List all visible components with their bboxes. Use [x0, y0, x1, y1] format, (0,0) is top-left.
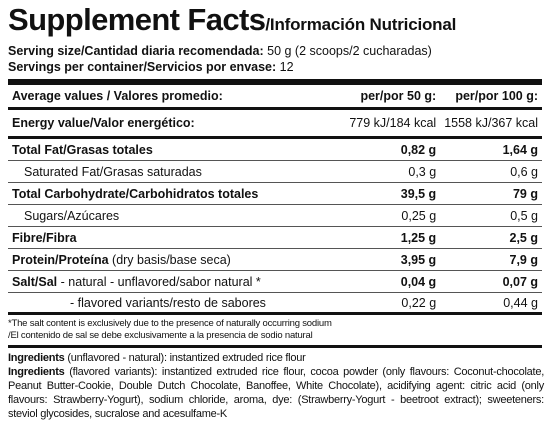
- value: 0,44 g: [440, 292, 542, 315]
- value: 0,6 g: [440, 160, 542, 183]
- nutrient: Fibre/Fibra: [8, 226, 317, 249]
- value: 0,3 g: [316, 160, 441, 183]
- note: - natural - unflavored/sabor natural *: [60, 274, 261, 289]
- ingredients: Ingredients (unflavored - natural): inst…: [8, 348, 544, 421]
- nutrient-cell: Protein/Proteína (dry basis/base seca): [8, 248, 317, 271]
- footnote: /El contenido de sal se debe exclusivame…: [8, 330, 313, 341]
- value: 779 kJ/184 kcal: [316, 108, 441, 139]
- ingredients-paragraph: Ingredients (unflavored - natural): inst…: [8, 351, 544, 365]
- title-line: Supplement Facts/Información Nutricional: [8, 2, 542, 43]
- heavy-rule: [8, 79, 542, 85]
- text: (unflavored - natural): instantized extr…: [67, 352, 306, 364]
- note: (dry basis/base seca): [112, 252, 231, 267]
- footnote: *The salt content is exclusively due to …: [8, 318, 332, 329]
- row: - flavored variants/resto de sabores 0,22…: [8, 292, 542, 315]
- subtitle: /Información Nutricional: [265, 15, 457, 34]
- row: Protein/Proteína (dry basis/base seca) 3,…: [8, 248, 542, 271]
- value: 3,95 g: [316, 248, 441, 271]
- row: Salt/Sal - natural - unflavored/sabor na…: [8, 270, 542, 293]
- nutrient-cell: Salt/Sal - natural - unflavored/sabor na…: [8, 270, 317, 293]
- value: 50 g (2 scoops/2 cucharadas): [267, 44, 432, 58]
- value: 0,22 g: [316, 292, 441, 315]
- rule: [8, 345, 542, 348]
- nutrient: Energy value/Valor energético:: [8, 108, 317, 139]
- value: 0,25 g: [316, 204, 441, 227]
- label: Ingredients: [8, 366, 65, 378]
- serving-size: Serving size/Cantidad diaria recomendada…: [8, 43, 542, 59]
- value: 7,9 g: [440, 248, 542, 271]
- label: Servings per container/Servicios por env…: [8, 60, 277, 74]
- column-header: Average values / Valores promedio:: [8, 85, 317, 110]
- column-header: per/por 100 g:: [440, 85, 542, 110]
- label: Serving size/Cantidad diaria recomendada…: [8, 44, 264, 58]
- row: Sugars/Azúcares 0,25 g 0,5 g: [8, 204, 542, 227]
- value: 0,5 g: [440, 204, 542, 227]
- value: 0,04 g: [316, 270, 441, 293]
- row: Saturated Fat/Grasas saturadas 0,3 g 0,6 g: [8, 160, 542, 183]
- nutrient: Protein/Proteína: [12, 252, 109, 267]
- value: 1,25 g: [316, 226, 441, 249]
- row: Fibre/Fibra 1,25 g 2,5 g: [8, 226, 542, 249]
- footnotes: *The salt content is exclusively due to …: [8, 315, 542, 345]
- nutrient: Total Carbohydrate/Carbohidratos totales: [8, 182, 317, 205]
- value: 12: [279, 60, 294, 74]
- row: Total Carbohydrate/Carbohidratos totales…: [8, 182, 542, 205]
- nutrition-table: Average values / Valores promedio: per/p…: [8, 85, 542, 315]
- column-header: per/por 50 g:: [316, 85, 441, 110]
- nutrient: Saturated Fat/Grasas saturadas: [8, 160, 317, 183]
- text: (flavored variants): instantized extrude…: [8, 366, 545, 420]
- value: 0,82 g: [316, 137, 441, 161]
- nutrient: - flavored variants/resto de sabores: [8, 292, 317, 315]
- energy-row: Energy value/Valor energético: 779 kJ/18…: [8, 108, 542, 139]
- label: Ingredients: [8, 352, 65, 364]
- row: Total Fat/Grasas totales 0,82 g 1,64 g: [8, 137, 542, 161]
- ingredients-paragraph: Ingredients (flavored variants): instant…: [8, 365, 544, 421]
- value: 2,5 g: [440, 226, 542, 249]
- header-row: Average values / Valores promedio: per/p…: [8, 85, 542, 110]
- value: 1558 kJ/367 kcal: [440, 108, 542, 139]
- title: Supplement Facts: [8, 2, 266, 37]
- nutrient: Total Fat/Grasas totales: [8, 137, 317, 161]
- value: 0,07 g: [440, 270, 542, 293]
- value: 39,5 g: [316, 182, 441, 205]
- value: 79 g: [440, 182, 542, 205]
- nutrient: Sugars/Azúcares: [8, 204, 317, 227]
- nutrient: Salt/Sal: [12, 274, 58, 289]
- value: 1,64 g: [440, 137, 542, 161]
- servings-per-container: Servings per container/Servicios por env…: [8, 59, 542, 75]
